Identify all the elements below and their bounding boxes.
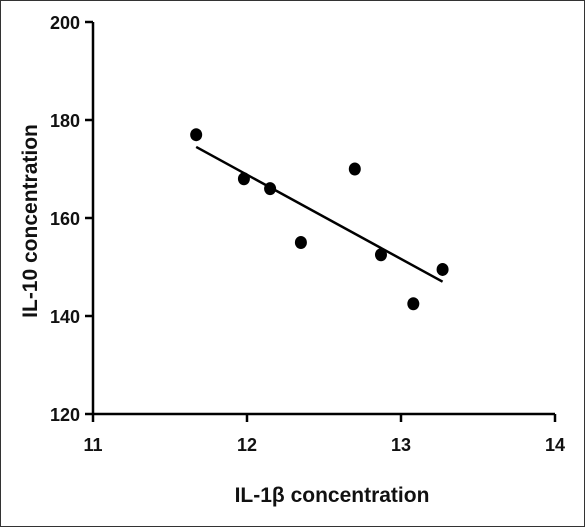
- data-points: [190, 128, 449, 311]
- data-point: [348, 162, 361, 176]
- data-point: [436, 262, 449, 276]
- data-point: [374, 248, 387, 262]
- x-tick-label: 11: [83, 435, 102, 455]
- x-ticks: 11 12 13 14: [83, 414, 565, 455]
- y-tick-label: 160: [50, 209, 80, 229]
- trendline-group: [195, 145, 444, 283]
- x-tick-label: 12: [237, 435, 257, 455]
- data-point: [407, 297, 420, 311]
- data-point: [294, 236, 307, 249]
- y-tick-label: 180: [50, 111, 80, 131]
- y-tick-label: 140: [50, 307, 80, 327]
- y-axis-title: IL-10 concentration: [19, 124, 42, 318]
- x-tick-label: 13: [391, 435, 411, 455]
- data-point: [237, 172, 250, 186]
- data-point: [190, 128, 203, 142]
- data-point: [264, 182, 277, 196]
- regression-line: [195, 145, 444, 283]
- x-tick-label: 14: [545, 435, 565, 455]
- y-ticks: 120 140 160 180 200: [50, 13, 93, 425]
- x-axis-title: IL-1β concentration: [235, 484, 430, 507]
- y-tick-label: 200: [50, 13, 80, 33]
- y-tick-label: 120: [50, 405, 80, 425]
